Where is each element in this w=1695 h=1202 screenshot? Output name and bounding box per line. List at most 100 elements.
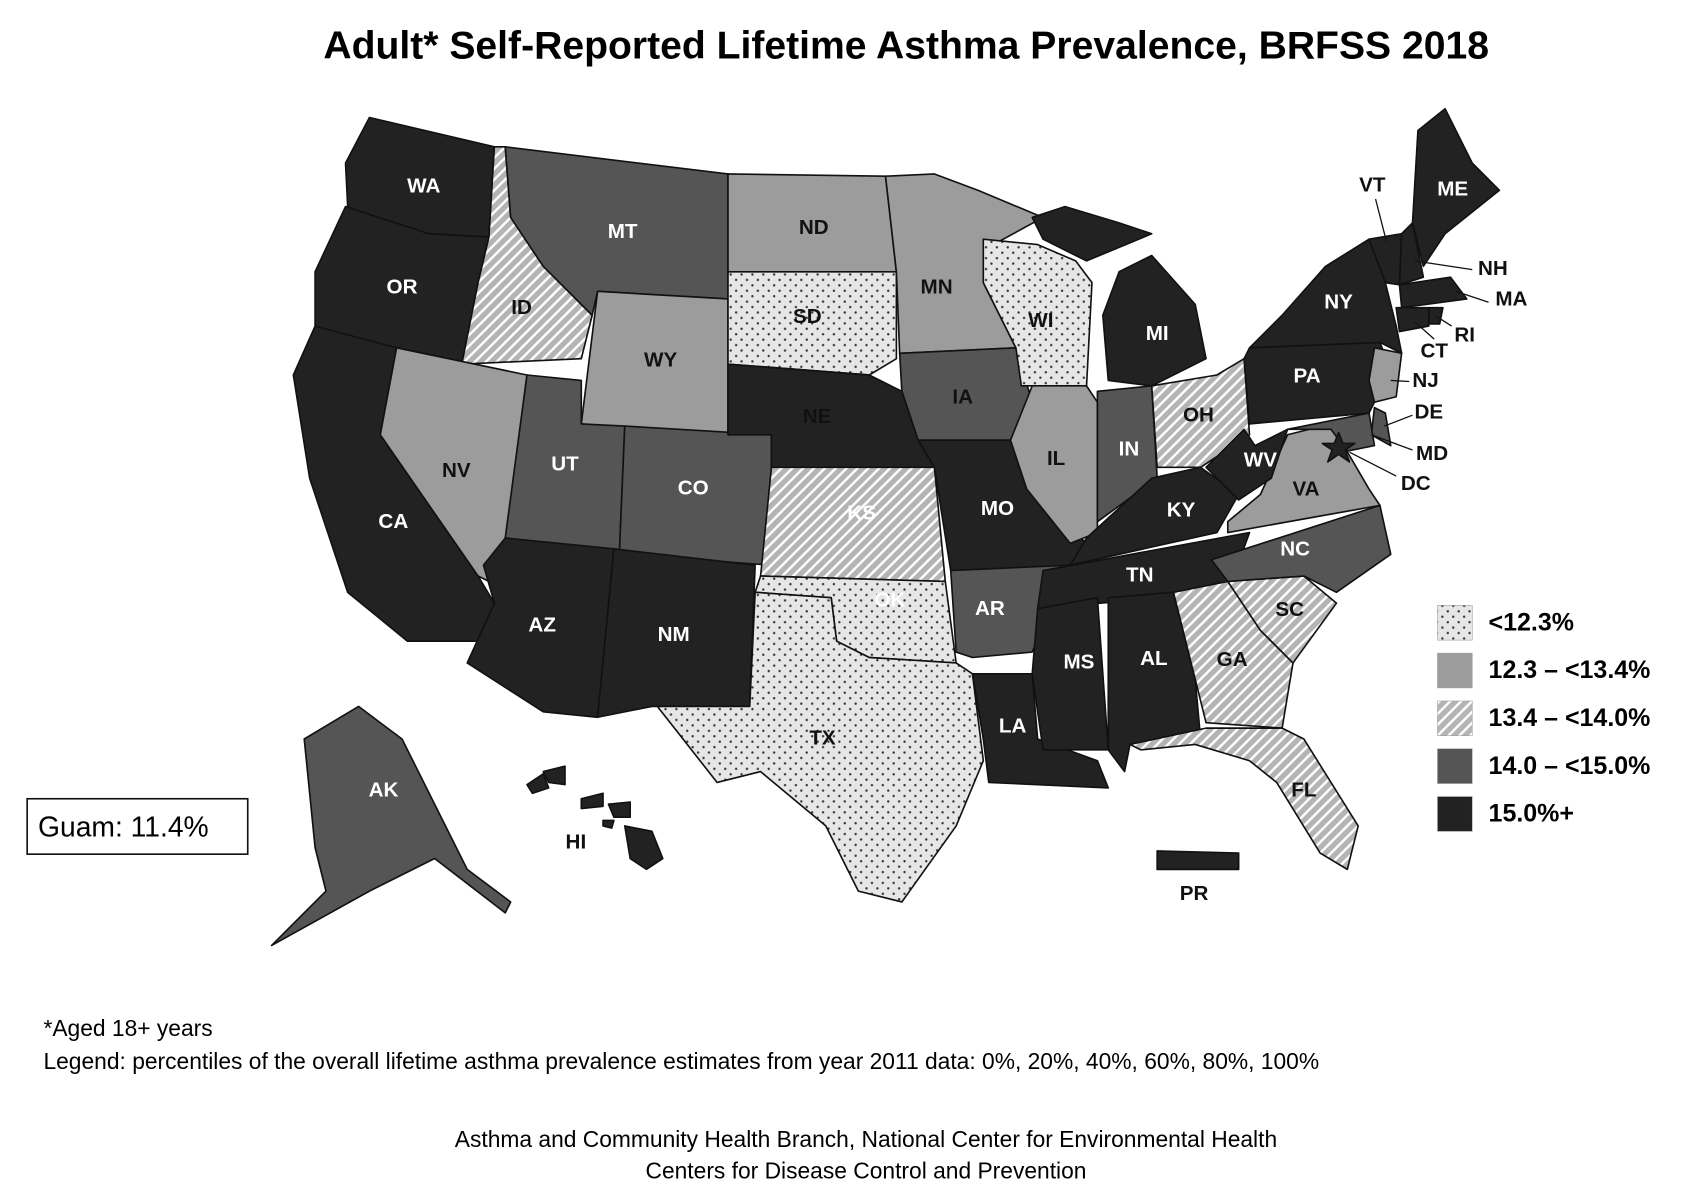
state-label: TN bbox=[1126, 563, 1154, 586]
state-shape bbox=[1411, 107, 1501, 268]
source: Asthma and Community Health Branch, Nati… bbox=[455, 1126, 1277, 1152]
leader-line bbox=[1370, 434, 1413, 451]
state-label: VA bbox=[1292, 478, 1319, 501]
state-shape bbox=[580, 792, 604, 810]
state-label: MS bbox=[1063, 650, 1094, 673]
state-label: MI bbox=[1146, 322, 1169, 345]
state-label: TX bbox=[809, 726, 836, 749]
state-label: NH bbox=[1478, 257, 1508, 280]
state-shape bbox=[656, 591, 985, 903]
state-shape bbox=[1321, 431, 1356, 463]
legend: <12.3% 12.3 – <13.4% 13.4 – <14.0% 14.0 – <… bbox=[1437, 605, 1651, 832]
legend-label: 13.4 – <14.0% bbox=[1489, 704, 1651, 732]
state-label: GA bbox=[1217, 648, 1248, 671]
state-label: KY bbox=[1167, 498, 1196, 521]
state-shape bbox=[1150, 357, 1251, 469]
leader-line bbox=[1390, 379, 1410, 383]
state-label: CO bbox=[678, 477, 709, 500]
state-label: WY bbox=[644, 348, 677, 371]
leader-line bbox=[1414, 321, 1435, 340]
state-shape bbox=[1129, 727, 1359, 871]
state-label: OR bbox=[387, 276, 418, 299]
state-shape bbox=[270, 705, 512, 947]
state-shape bbox=[526, 772, 550, 795]
leader-line bbox=[1384, 414, 1413, 427]
state-label: IL bbox=[1047, 447, 1065, 470]
state-shape bbox=[542, 765, 566, 786]
states bbox=[270, 107, 1501, 947]
state-shape bbox=[602, 819, 615, 829]
state-shape bbox=[1102, 254, 1207, 387]
state-label: IA bbox=[952, 385, 973, 408]
state-label: AL bbox=[1140, 647, 1168, 670]
legend-label: 14.0 – <15.0% bbox=[1489, 752, 1651, 780]
state-label: UT bbox=[551, 453, 579, 476]
state-label: WV bbox=[1244, 448, 1277, 471]
state-label: NM bbox=[658, 623, 690, 646]
state-label: LA bbox=[999, 714, 1027, 737]
state-label: NJ bbox=[1412, 369, 1438, 392]
state-label: FL bbox=[1291, 779, 1316, 802]
state-shape bbox=[1398, 222, 1425, 286]
state-label: HI bbox=[566, 831, 587, 854]
state-shape bbox=[1031, 596, 1110, 751]
state-label: WI bbox=[1028, 309, 1053, 332]
state-label: MA bbox=[1495, 287, 1527, 310]
state-label: SC bbox=[1275, 598, 1304, 621]
leader-line bbox=[1414, 260, 1473, 271]
source: Centers for Disease Control and Preventi… bbox=[645, 1158, 1086, 1184]
legend-label: <12.3% bbox=[1489, 608, 1574, 636]
state-label: CT bbox=[1420, 340, 1448, 363]
state-label: CA bbox=[378, 510, 408, 533]
state-label: MD bbox=[1416, 442, 1448, 465]
legend-swatch bbox=[1437, 605, 1473, 641]
state-shape bbox=[623, 825, 664, 871]
state-label: KS bbox=[847, 502, 876, 525]
legend-swatch bbox=[1437, 748, 1473, 784]
leader-line bbox=[1374, 198, 1388, 242]
map-title: Adult* Self-Reported Lifetime Asthma Pre… bbox=[323, 24, 1489, 67]
state-label: AK bbox=[369, 779, 399, 802]
state-label: NV bbox=[442, 459, 471, 482]
footnote: *Aged 18+ years bbox=[43, 1015, 212, 1041]
state-label: SD bbox=[793, 305, 822, 328]
state-label: ME bbox=[1437, 178, 1468, 201]
state-label: OH bbox=[1183, 404, 1214, 427]
legend-label: 15.0%+ bbox=[1489, 800, 1574, 828]
state-shape bbox=[1286, 412, 1376, 452]
state-shape bbox=[1156, 850, 1240, 871]
state-shape bbox=[1398, 276, 1468, 309]
guam-label: Guam: 11.4% bbox=[38, 811, 209, 843]
state-shape bbox=[727, 270, 898, 376]
state-label: WA bbox=[407, 174, 440, 197]
state-label: ID bbox=[511, 296, 532, 319]
state-label: AZ bbox=[528, 613, 556, 636]
state-label: PA bbox=[1294, 365, 1321, 388]
state-shape bbox=[607, 801, 632, 819]
state-label: AR bbox=[975, 597, 1005, 620]
legend-swatch bbox=[1437, 652, 1473, 689]
state-label: DC bbox=[1401, 472, 1431, 495]
state-label: NE bbox=[803, 405, 832, 428]
state-shape bbox=[1395, 306, 1430, 333]
state-shape bbox=[1031, 205, 1153, 262]
state-label: NC bbox=[1280, 537, 1310, 560]
state-shape bbox=[1427, 306, 1444, 325]
state-label: RI bbox=[1454, 323, 1475, 346]
leader-line bbox=[1349, 451, 1397, 477]
state-label: MO bbox=[981, 497, 1014, 520]
state-shape bbox=[1009, 385, 1099, 545]
state-label: PR bbox=[1180, 882, 1209, 905]
legend-label: 12.3 – <13.4% bbox=[1489, 656, 1651, 684]
state-label: ND bbox=[799, 216, 829, 239]
state-shape bbox=[1368, 347, 1403, 403]
state-label: DE bbox=[1414, 400, 1443, 423]
leader-line bbox=[1436, 315, 1452, 327]
state-label: NY bbox=[1324, 291, 1353, 314]
footnote: Legend: percentiles of the overall lifet… bbox=[43, 1048, 1319, 1074]
guam-box bbox=[26, 797, 249, 855]
legend-swatch bbox=[1437, 700, 1473, 737]
leader-line bbox=[1455, 290, 1489, 303]
state-label: VT bbox=[1359, 173, 1386, 196]
